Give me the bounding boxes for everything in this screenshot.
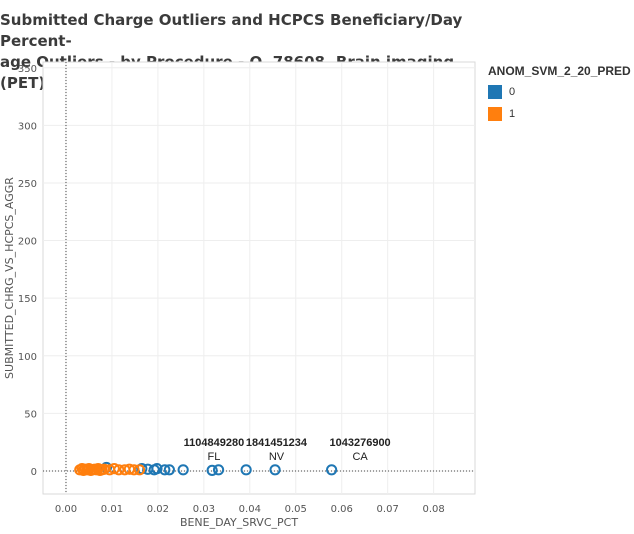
y-tick-label: 300 bbox=[18, 121, 37, 132]
y-tick-label: 0 bbox=[31, 467, 37, 478]
x-axis-label: BENE_DAY_SRVC_PCT bbox=[180, 516, 298, 529]
legend-swatch-0 bbox=[488, 85, 502, 99]
y-tick-label: 200 bbox=[18, 237, 37, 248]
data-point-series-0 bbox=[326, 464, 338, 476]
data-point-series-0 bbox=[163, 464, 175, 476]
data-point-series-1 bbox=[128, 464, 140, 476]
annotation-state: NV bbox=[269, 451, 285, 463]
x-tick-label: 0.06 bbox=[331, 504, 353, 515]
x-tick-label: 0.03 bbox=[193, 504, 215, 515]
legend-swatch-1 bbox=[488, 107, 502, 121]
y-axis-label: SUBMITTED_CHRG_VS_HCPCS_AGGR bbox=[3, 177, 16, 379]
annotation-id: 1043276900 bbox=[330, 437, 391, 449]
legend-title: ANOM_SVM_2_20_PRED bbox=[488, 64, 631, 78]
x-tick-label: 0.04 bbox=[239, 504, 261, 515]
legend-label-1: 1 bbox=[509, 108, 516, 120]
y-tick-label: 250 bbox=[18, 179, 37, 190]
data-point-series-1 bbox=[133, 464, 146, 476]
x-tick-label: 0.05 bbox=[285, 504, 307, 515]
annotation-state: FL bbox=[208, 451, 221, 463]
data-point-series-0 bbox=[151, 463, 163, 475]
x-tick-label: 0.02 bbox=[147, 504, 169, 515]
data-point-series-0 bbox=[206, 464, 218, 476]
legend-item-1[interactable]: 1 bbox=[488, 106, 631, 122]
legend-label-0: 0 bbox=[509, 86, 516, 98]
data-point-series-0 bbox=[240, 464, 252, 476]
y-tick-label: 100 bbox=[18, 352, 37, 363]
plot-area bbox=[42, 61, 476, 495]
data-point-series-0 bbox=[177, 464, 189, 476]
data-point-series-0 bbox=[212, 464, 225, 476]
data-point-series-0 bbox=[269, 464, 281, 476]
legend-item-0[interactable]: 0 bbox=[488, 84, 631, 100]
x-tick-label: 0.01 bbox=[101, 504, 123, 515]
annotation-id: 1104849280 bbox=[184, 437, 245, 449]
y-tick-label: 350 bbox=[18, 64, 37, 75]
data-point-series-1 bbox=[108, 463, 120, 475]
x-tick-label: 0.08 bbox=[423, 504, 445, 515]
x-tick-label: 0.00 bbox=[55, 504, 77, 515]
y-tick-label: 150 bbox=[18, 294, 37, 305]
y-tick-label: 50 bbox=[24, 409, 37, 420]
annotation-id: 1841451234 bbox=[246, 437, 308, 449]
annotation-state: CA bbox=[352, 451, 368, 463]
data-point-series-0 bbox=[159, 464, 171, 476]
x-tick-label: 0.07 bbox=[377, 504, 399, 515]
legend: ANOM_SVM_2_20_PRED 0 1 bbox=[488, 64, 631, 122]
data-point-series-1 bbox=[113, 464, 125, 476]
